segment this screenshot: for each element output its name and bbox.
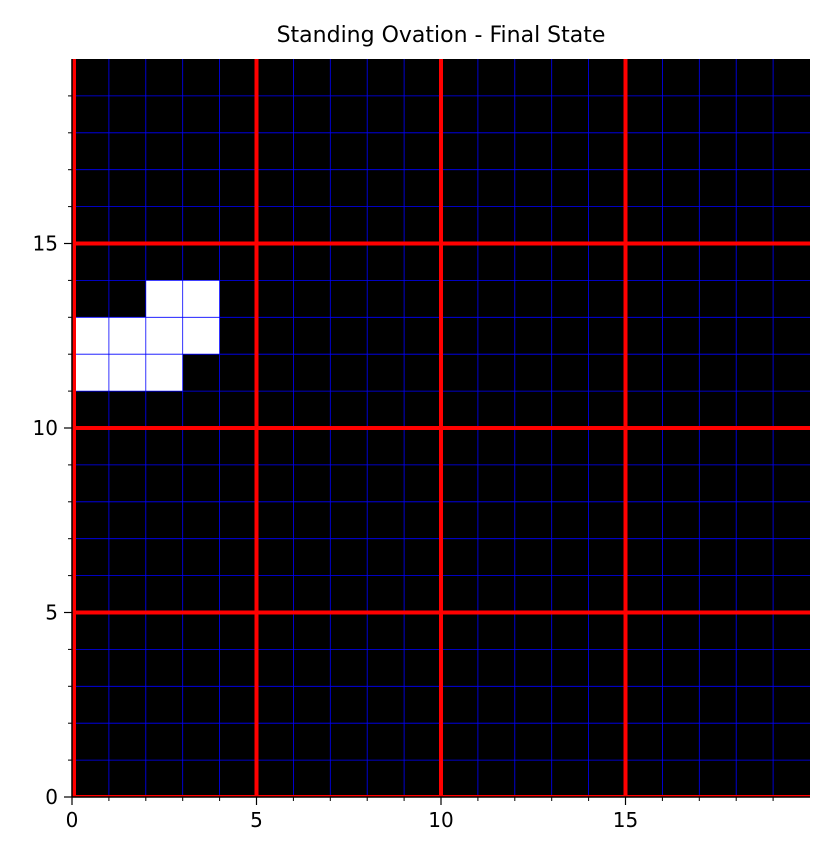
standing-cell: [108, 317, 146, 355]
standing-cell: [182, 317, 220, 355]
standing-cell: [145, 354, 183, 392]
standing-cell: [145, 317, 183, 355]
y-tick-label: 5: [45, 601, 58, 625]
y-tick-label: 0: [45, 785, 58, 809]
x-tick-label: 5: [250, 808, 263, 832]
standing-cell: [182, 280, 220, 318]
y-tick-label: 10: [33, 416, 58, 440]
standing-cell: [72, 317, 109, 355]
x-tick-label: 10: [428, 808, 453, 832]
standing-cell: [108, 354, 146, 392]
x-tick-label: 0: [66, 808, 79, 832]
plot-area: 0 5 10 15 0 5 10 15: [33, 59, 810, 832]
standing-cell: [145, 280, 183, 318]
x-tick-label: 15: [613, 808, 638, 832]
y-tick-label: 15: [33, 232, 58, 256]
chart-title: Standing Ovation - Final State: [277, 23, 606, 48]
standing-cell: [72, 354, 109, 392]
